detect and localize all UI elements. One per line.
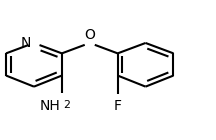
Text: F: F [114,99,122,113]
Text: O: O [84,28,95,42]
Text: NH: NH [40,99,61,113]
Text: N: N [20,36,31,50]
Text: 2: 2 [64,101,70,110]
